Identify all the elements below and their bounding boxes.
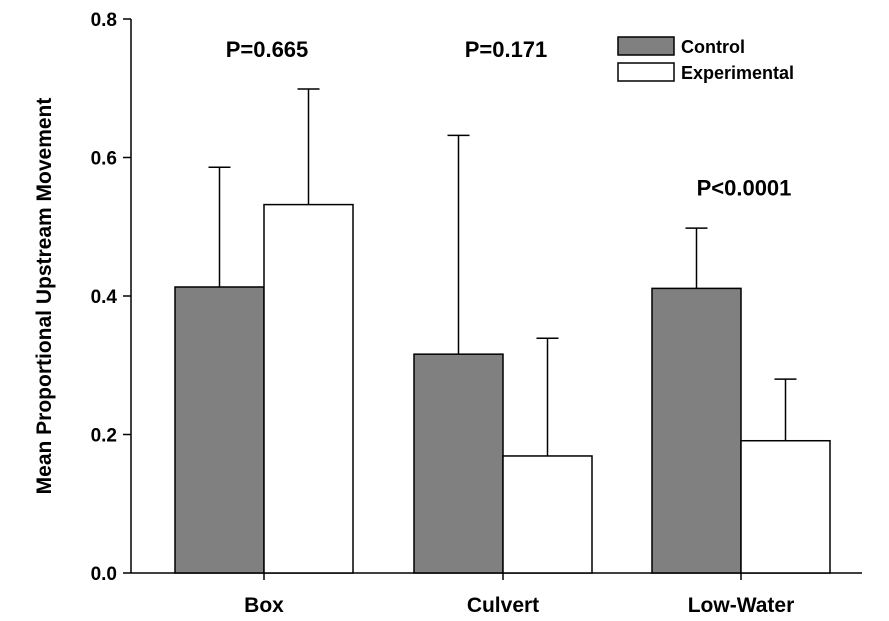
bar-experimental-low-water	[740, 439, 831, 574]
legend-label-experimental: Experimental	[681, 63, 794, 83]
bar-experimental-culvert	[502, 455, 593, 574]
legend-label-control: Control	[681, 37, 745, 57]
p-value-label: P=0.665	[226, 37, 309, 62]
bar-control-culvert	[413, 353, 504, 574]
category-label: Box	[244, 594, 284, 617]
y-tick-label: 0.0	[91, 564, 117, 585]
bars	[174, 203, 831, 574]
category-label: Culvert	[467, 594, 539, 617]
y-tick-label: 0.8	[91, 10, 117, 31]
y-tick-label: 0.6	[91, 149, 117, 170]
p-value-annotations: P=0.665 P=0.171 P<0.0001	[226, 37, 792, 201]
category-label: Low-Water	[688, 594, 795, 617]
bar-control-box	[174, 286, 265, 574]
legend: Control Experimental	[617, 36, 794, 83]
y-ticks: 0.0 0.2 0.4 0.6 0.8	[91, 10, 131, 585]
error-bars	[208, 88, 797, 456]
y-tick-label: 0.4	[91, 287, 118, 308]
bar-experimental-box	[263, 203, 354, 574]
category-labels: Box Culvert Low-Water	[244, 573, 794, 617]
legend-swatch-control	[617, 36, 675, 56]
y-axis-label: Mean Proportional Upstream Movement	[33, 98, 56, 495]
y-tick-label: 0.2	[91, 426, 117, 447]
p-value-label: P=0.171	[465, 37, 548, 62]
bar-control-low-water	[651, 287, 742, 574]
p-value-label: P<0.0001	[697, 176, 792, 201]
legend-swatch-experimental	[617, 62, 675, 82]
